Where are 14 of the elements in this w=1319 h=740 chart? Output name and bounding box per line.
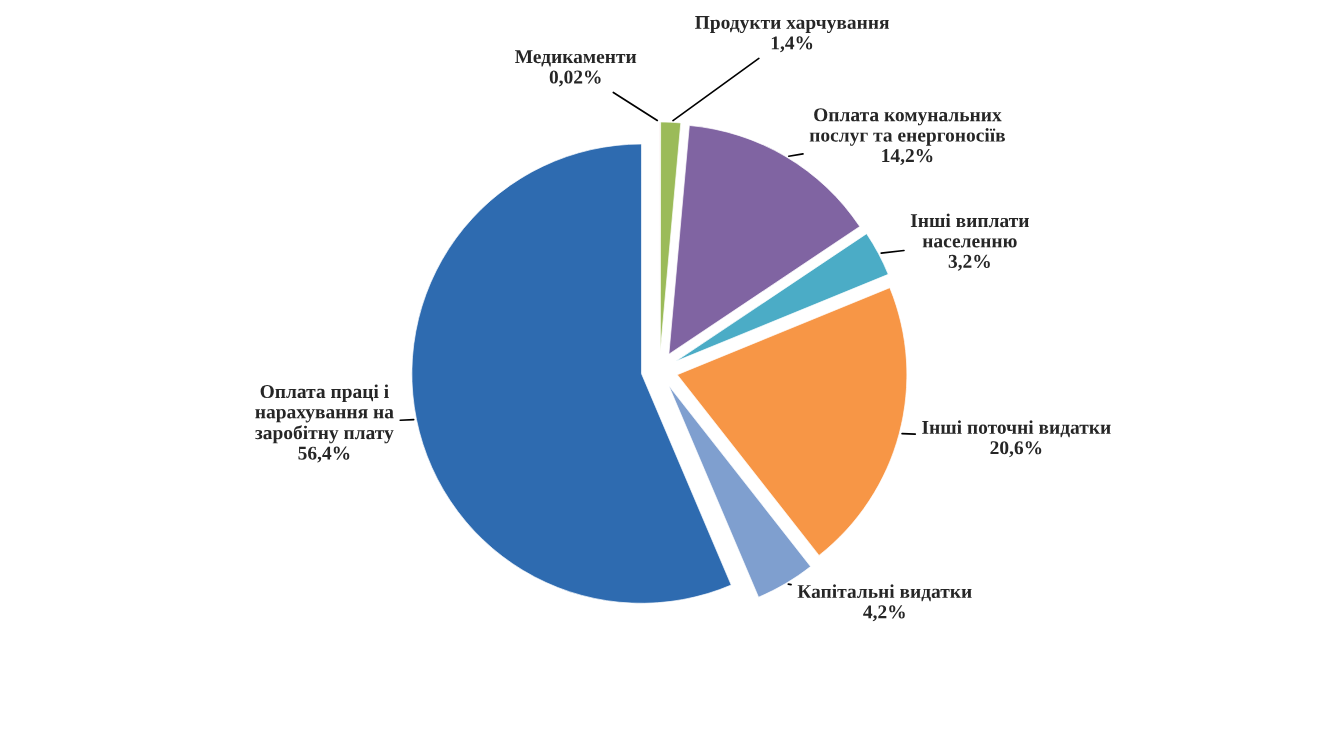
slice-label: Оплата комунальних послуг та енергоносіїв bbox=[809, 108, 1006, 146]
data-label: 56,4% bbox=[298, 446, 350, 463]
slice-label: Капітальні видатки bbox=[797, 584, 972, 602]
slice-label: Продукти харчування bbox=[695, 16, 890, 34]
slice-label: Інші поточні видатки bbox=[922, 420, 1111, 438]
data-label: 14,2% bbox=[882, 149, 933, 165]
slice-label: Інші виплати населенню bbox=[910, 213, 1029, 248]
slice-label: Медикаменти bbox=[515, 50, 637, 67]
data-label: 20,6% bbox=[990, 441, 1042, 458]
slice-label: Оплата праці і нарахування на заробітну плату bbox=[255, 384, 394, 444]
data-label: 1,4% bbox=[771, 36, 813, 53]
data-label: 4,2% bbox=[863, 605, 905, 622]
data-label: 3,2% bbox=[948, 254, 990, 271]
data-label: 0,02% bbox=[549, 70, 601, 87]
